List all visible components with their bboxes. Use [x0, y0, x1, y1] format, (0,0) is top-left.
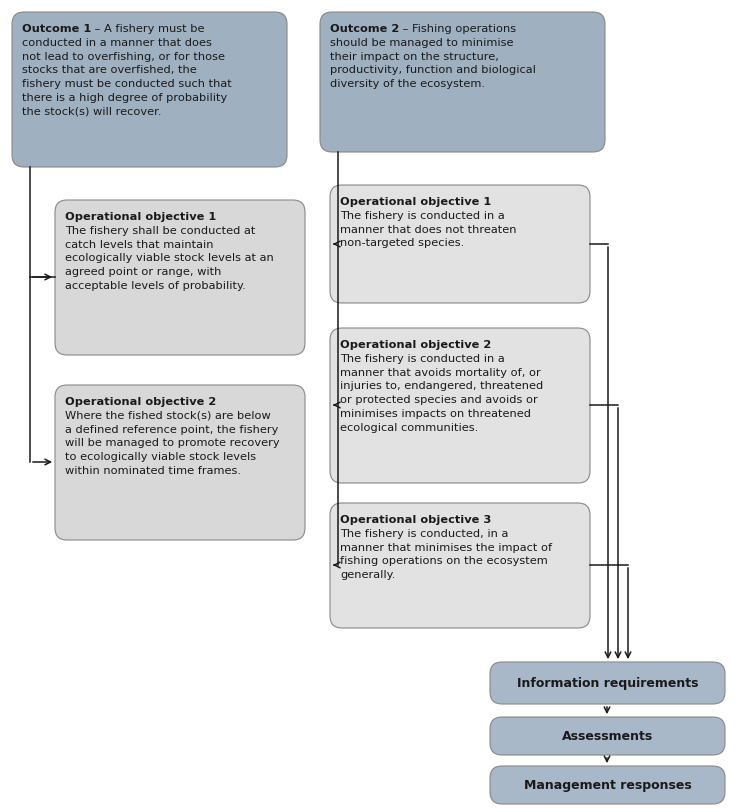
FancyBboxPatch shape	[55, 385, 305, 540]
Text: Information requirements: Information requirements	[517, 676, 698, 689]
Text: agreed point or range, with: agreed point or range, with	[65, 267, 222, 277]
Text: – A fishery must be: – A fishery must be	[91, 24, 204, 34]
Text: The fishery is conducted in a: The fishery is conducted in a	[340, 211, 505, 221]
Text: Operational objective 2: Operational objective 2	[65, 397, 216, 407]
Text: The fishery is conducted, in a: The fishery is conducted, in a	[340, 529, 508, 539]
Text: diversity of the ecosystem.: diversity of the ecosystem.	[330, 79, 485, 89]
Text: ecologically viable stock levels at an: ecologically viable stock levels at an	[65, 253, 274, 264]
FancyBboxPatch shape	[490, 717, 725, 755]
Text: Operational objective 2: Operational objective 2	[340, 340, 492, 350]
Text: Operational objective 1: Operational objective 1	[65, 212, 216, 222]
Text: stocks that are overfished, the: stocks that are overfished, the	[22, 66, 197, 75]
Text: manner that minimises the impact of: manner that minimises the impact of	[340, 543, 552, 553]
Text: should be managed to minimise: should be managed to minimise	[330, 38, 513, 48]
FancyBboxPatch shape	[12, 12, 287, 167]
Text: or protected species and avoids or: or protected species and avoids or	[340, 396, 538, 405]
Text: conducted in a manner that does: conducted in a manner that does	[22, 38, 212, 48]
Text: The fishery is conducted in a: The fishery is conducted in a	[340, 354, 505, 364]
Text: manner that avoids mortality of, or: manner that avoids mortality of, or	[340, 367, 541, 378]
Text: Where the fished stock(s) are below: Where the fished stock(s) are below	[65, 411, 271, 421]
Text: injuries to, endangered, threatened: injuries to, endangered, threatened	[340, 381, 543, 392]
Text: the stock(s) will recover.: the stock(s) will recover.	[22, 107, 161, 116]
Text: within nominated time frames.: within nominated time frames.	[65, 466, 241, 476]
FancyBboxPatch shape	[490, 662, 725, 704]
FancyBboxPatch shape	[330, 503, 590, 628]
Text: Management responses: Management responses	[524, 778, 692, 791]
Text: Operational objective 1: Operational objective 1	[340, 197, 492, 207]
Text: acceptable levels of probability.: acceptable levels of probability.	[65, 281, 245, 291]
Text: fishing operations on the ecosystem: fishing operations on the ecosystem	[340, 557, 548, 566]
Text: non-targeted species.: non-targeted species.	[340, 239, 464, 248]
Text: productivity, function and biological: productivity, function and biological	[330, 66, 536, 75]
FancyBboxPatch shape	[55, 200, 305, 355]
Text: to ecologically viable stock levels: to ecologically viable stock levels	[65, 452, 256, 462]
Text: Operational objective 3: Operational objective 3	[340, 515, 492, 525]
Text: manner that does not threaten: manner that does not threaten	[340, 225, 516, 235]
Text: The fishery shall be conducted at: The fishery shall be conducted at	[65, 226, 255, 235]
Text: there is a high degree of probability: there is a high degree of probability	[22, 93, 228, 103]
FancyBboxPatch shape	[320, 12, 605, 152]
Text: ecological communities.: ecological communities.	[340, 423, 478, 433]
FancyBboxPatch shape	[490, 766, 725, 804]
FancyBboxPatch shape	[330, 185, 590, 303]
Text: minimises impacts on threatened: minimises impacts on threatened	[340, 409, 531, 419]
FancyBboxPatch shape	[330, 328, 590, 483]
Text: Outcome 2: Outcome 2	[330, 24, 399, 34]
Text: catch levels that maintain: catch levels that maintain	[65, 239, 213, 250]
Text: will be managed to promote recovery: will be managed to promote recovery	[65, 438, 280, 448]
Text: generally.: generally.	[340, 570, 395, 580]
Text: Assessments: Assessments	[562, 730, 653, 743]
Text: fishery must be conducted such that: fishery must be conducted such that	[22, 79, 232, 89]
Text: not lead to overfishing, or for those: not lead to overfishing, or for those	[22, 52, 225, 61]
Text: their impact on the structure,: their impact on the structure,	[330, 52, 499, 61]
Text: a defined reference point, the fishery: a defined reference point, the fishery	[65, 425, 278, 434]
Text: Outcome 1: Outcome 1	[22, 24, 91, 34]
Text: – Fishing operations: – Fishing operations	[399, 24, 516, 34]
